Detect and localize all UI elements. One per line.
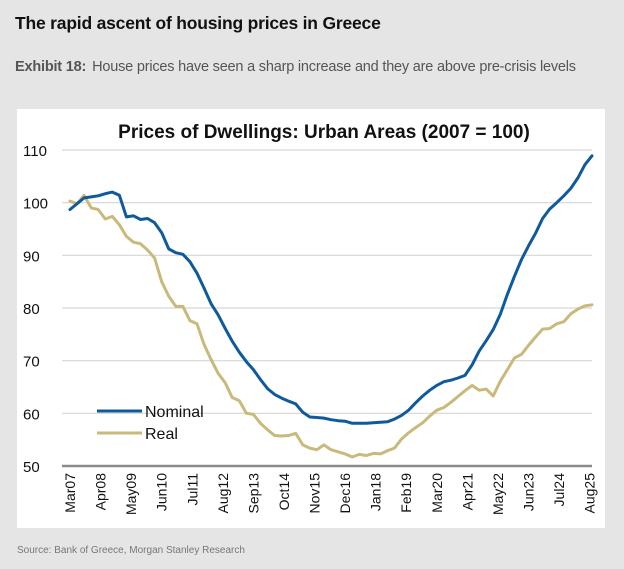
series-line-nominal <box>68 154 594 425</box>
x-tick-label: Jan18 <box>368 473 384 511</box>
x-tick-label: Nov15 <box>307 473 323 514</box>
page-title: The rapid ascent of housing prices in Gr… <box>15 13 381 33</box>
legend: Nominal Real <box>97 404 204 443</box>
y-tick-label: 70 <box>23 354 40 371</box>
y-tick-label: 90 <box>23 248 40 265</box>
x-tick-label: Aug25 <box>582 473 598 514</box>
chart-title: Prices of Dwellings: Urban Areas (2007 =… <box>118 122 530 143</box>
exhibit-text: House prices have seen a sharp increase … <box>92 59 576 75</box>
series-lines <box>68 154 594 459</box>
x-tick-label: Aug12 <box>215 473 231 514</box>
line-chart: Prices of Dwellings: Urban Areas (2007 =… <box>23 122 598 515</box>
y-tick-label: 80 <box>23 301 40 318</box>
exhibit-label: Exhibit 18: <box>15 59 87 75</box>
y-axis-ticks: 50 60 70 80 90 100 110 <box>23 143 48 476</box>
series-line-real <box>68 193 594 459</box>
y-tick-label: 60 <box>23 406 40 423</box>
legend-label-real: Real <box>145 426 178 443</box>
x-tick-label: Apr08 <box>93 473 109 511</box>
y-tick-label: 50 <box>23 459 40 476</box>
x-tick-label: Apr21 <box>459 473 475 511</box>
x-tick-label: Jun23 <box>521 473 537 511</box>
x-tick-label: Mar20 <box>429 473 445 513</box>
x-tick-label: May09 <box>123 473 139 515</box>
y-tick-label: 110 <box>23 143 47 160</box>
x-axis-ticks: Mar07 Apr08 May09 Jun10 Jul11 Aug12 Sep13 Oct14… <box>62 473 598 515</box>
exhibit-caption: Exhibit 18: House prices have seen a shar… <box>15 56 595 79</box>
source-note: Source: Bank of Greece, Morgan Stanley R… <box>17 545 245 556</box>
x-tick-label: Sep13 <box>245 473 261 514</box>
x-tick-label: Mar07 <box>62 473 78 513</box>
x-tick-label: Dec16 <box>337 473 353 514</box>
gridlines <box>62 149 592 468</box>
y-tick-label: 100 <box>23 196 48 213</box>
x-tick-label: May22 <box>490 473 506 515</box>
x-tick-label: Jun10 <box>154 473 170 511</box>
x-tick-label: Jul11 <box>184 473 200 506</box>
x-tick-label: Jul24 <box>551 473 567 507</box>
x-tick-label: Oct14 <box>276 473 292 511</box>
x-tick-label: Feb19 <box>398 473 414 513</box>
legend-label-nominal: Nominal <box>145 404 204 421</box>
chart-panel: Prices of Dwellings: Urban Areas (2007 =… <box>17 109 605 528</box>
